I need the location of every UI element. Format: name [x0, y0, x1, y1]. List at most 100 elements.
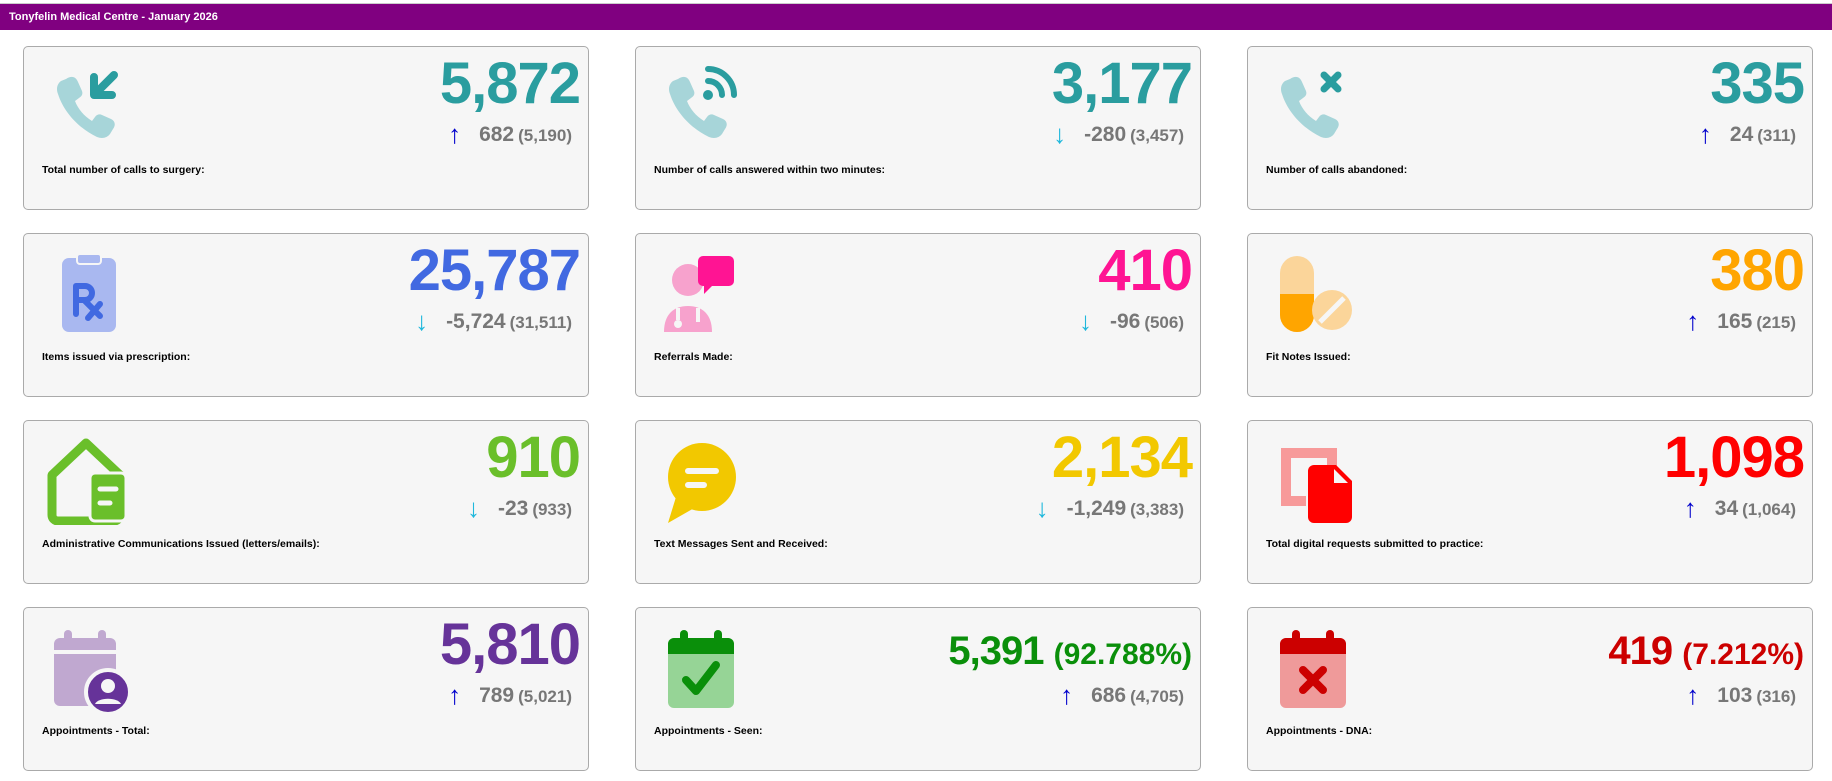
kpi-value: 380 — [1710, 238, 1805, 303]
kpi-label: Administrative Communications Issued (le… — [42, 538, 320, 550]
kpi-previous: (1,064) — [1742, 500, 1796, 519]
kpi-previous: (215) — [1756, 313, 1796, 332]
kpi-label: Number of calls answered within two minu… — [654, 164, 886, 176]
kpi-value: 2,134 — [1051, 425, 1193, 490]
kpi-previous: (4,705) — [1130, 687, 1184, 706]
arrow-up-icon: ↑ — [1686, 680, 1700, 710]
phone-answered-icon — [656, 61, 746, 151]
arrow-up-icon: ↑ — [1060, 680, 1074, 710]
kpi-label: Appointments - Seen: — [654, 725, 763, 737]
kpi-card: 1,098 ↑ 34 (1,064) Total digital requests … — [1247, 420, 1813, 584]
arrow-down-icon: ↓ — [1035, 493, 1049, 523]
calendar-x-icon — [1268, 622, 1358, 712]
kpi-comparison: ↓ -5,724 (31,511) — [415, 306, 572, 339]
kpi-comparison: ↑ 103 (316) — [1686, 680, 1796, 713]
dashboard-header: Tonyfelin Medical Centre - January 2026 — [0, 3, 1832, 30]
kpi-value: 1,098 — [1663, 425, 1805, 490]
kpi-value: 5,810 — [439, 612, 581, 677]
kpi-label: Fit Notes Issued: — [1266, 351, 1351, 363]
kpi-card: 335 ↑ 24 (311) Number of calls abandoned: — [1247, 46, 1813, 210]
kpi-previous: (3,383) — [1130, 500, 1184, 519]
kpi-percent: (92.788%) — [1053, 638, 1192, 671]
kpi-value-wrap: 419 (7.212%) — [1608, 626, 1804, 680]
kpi-value: 419 — [1608, 629, 1673, 673]
kpi-delta: -96 — [1109, 310, 1141, 333]
kpi-delta: 682 — [479, 123, 515, 146]
message-bubble-icon — [656, 435, 746, 525]
kpi-card: 410 ↓ -96 (506) Referrals Made: — [635, 233, 1201, 397]
arrow-up-icon: ↑ — [1686, 306, 1700, 336]
kpi-delta: -23 — [497, 497, 529, 520]
kpi-value: 410 — [1098, 238, 1193, 303]
kpi-label: Items issued via prescription: — [42, 351, 191, 363]
kpi-label: Number of calls abandoned: — [1266, 164, 1408, 176]
kpi-previous: (5,190) — [518, 126, 572, 145]
kpi-delta: 103 — [1717, 684, 1753, 707]
kpi-delta: -5,724 — [446, 310, 506, 333]
kpi-card: 25,787 ↓ -5,724 (31,511) Items issued via … — [23, 233, 589, 397]
arrow-up-icon: ↑ — [448, 680, 462, 710]
kpi-value-wrap: 5,872 — [439, 51, 581, 117]
kpi-previous: (3,457) — [1130, 126, 1184, 145]
kpi-card: 5,810 ↑ 789 (5,021) Appointments - Total: — [23, 607, 589, 771]
kpi-previous: (316) — [1756, 687, 1796, 706]
calendar-user-icon — [44, 622, 134, 716]
kpi-value: 335 — [1710, 51, 1805, 116]
kpi-value-wrap: 380 — [1710, 238, 1805, 304]
kpi-percent: (7.212%) — [1682, 638, 1804, 671]
kpi-previous: (506) — [1144, 313, 1184, 332]
kpi-comparison: ↓ -23 (933) — [467, 493, 572, 526]
phone-missed-icon — [1268, 61, 1358, 151]
kpi-comparison: ↑ 34 (1,064) — [1684, 493, 1796, 526]
arrow-down-icon: ↓ — [1053, 119, 1067, 149]
arrow-up-icon: ↑ — [1683, 493, 1697, 523]
digital-request-icon — [1268, 435, 1358, 525]
kpi-value-wrap: 410 — [1098, 238, 1193, 304]
kpi-value: 3,177 — [1051, 51, 1193, 116]
kpi-previous: (31,511) — [509, 313, 572, 332]
kpi-label: Referrals Made: — [654, 351, 733, 363]
kpi-label: Appointments - Total: — [42, 725, 150, 737]
kpi-value-wrap: 5,391 (92.788%) — [948, 626, 1192, 680]
kpi-value-wrap: 5,810 — [439, 612, 581, 678]
calendar-check-icon — [656, 622, 746, 712]
kpi-label: Text Messages Sent and Received: — [654, 538, 828, 550]
kpi-value-wrap: 3,177 — [1051, 51, 1193, 117]
arrow-up-icon: ↑ — [1698, 119, 1712, 149]
prescription-icon — [44, 248, 134, 338]
kpi-comparison: ↓ -280 (3,457) — [1053, 119, 1184, 152]
mailbox-icon — [44, 435, 134, 526]
kpi-previous: (311) — [1757, 126, 1796, 145]
kpi-previous: (5,021) — [518, 687, 572, 706]
kpi-value: 25,787 — [408, 238, 581, 303]
kpi-value: 5,391 — [948, 629, 1044, 673]
kpi-value-wrap: 335 — [1710, 51, 1805, 117]
kpi-card: 2,134 ↓ -1,249 (3,383) Text Messages Sent … — [635, 420, 1201, 584]
kpi-delta: 686 — [1091, 684, 1127, 707]
kpi-delta: -1,249 — [1066, 497, 1127, 520]
kpi-value-wrap: 2,134 — [1051, 425, 1193, 491]
arrow-down-icon: ↓ — [415, 306, 429, 336]
kpi-comparison: ↑ 789 (5,021) — [448, 680, 572, 713]
kpi-label: Total number of calls to surgery: — [42, 164, 205, 176]
kpi-value: 910 — [486, 425, 581, 490]
phone-incoming-icon — [44, 61, 134, 151]
kpi-card: 419 (7.212%) ↑ 103 (316) Appointments - DN… — [1247, 607, 1813, 771]
kpi-label: Total digital requests submitted to prac… — [1266, 538, 1484, 550]
kpi-card: 5,391 (92.788%) ↑ 686 (4,705) Appointments… — [635, 607, 1201, 771]
kpi-card: 5,872 ↑ 682 (5,190) Total number of calls … — [23, 46, 589, 210]
kpi-card: 380 ↑ 165 (215) Fit Notes Issued: — [1247, 233, 1813, 397]
kpi-card: 910 ↓ -23 (933) Administrative Communicati… — [23, 420, 589, 584]
kpi-delta: 165 — [1717, 310, 1753, 333]
kpi-comparison: ↓ -96 (506) — [1079, 306, 1184, 339]
kpi-delta: 34 — [1714, 497, 1739, 520]
kpi-value-wrap: 910 — [486, 425, 581, 491]
arrow-down-icon: ↓ — [466, 493, 480, 523]
kpi-card: 3,177 ↓ -280 (3,457) Number of calls answe… — [635, 46, 1201, 210]
kpi-comparison: ↑ 24 (311) — [1699, 119, 1796, 152]
kpi-label: Appointments - DNA: — [1266, 725, 1373, 737]
kpi-delta: 789 — [479, 684, 515, 707]
kpi-previous: (933) — [532, 500, 572, 519]
kpi-value: 5,872 — [439, 51, 581, 116]
arrow-down-icon: ↓ — [1078, 306, 1092, 336]
